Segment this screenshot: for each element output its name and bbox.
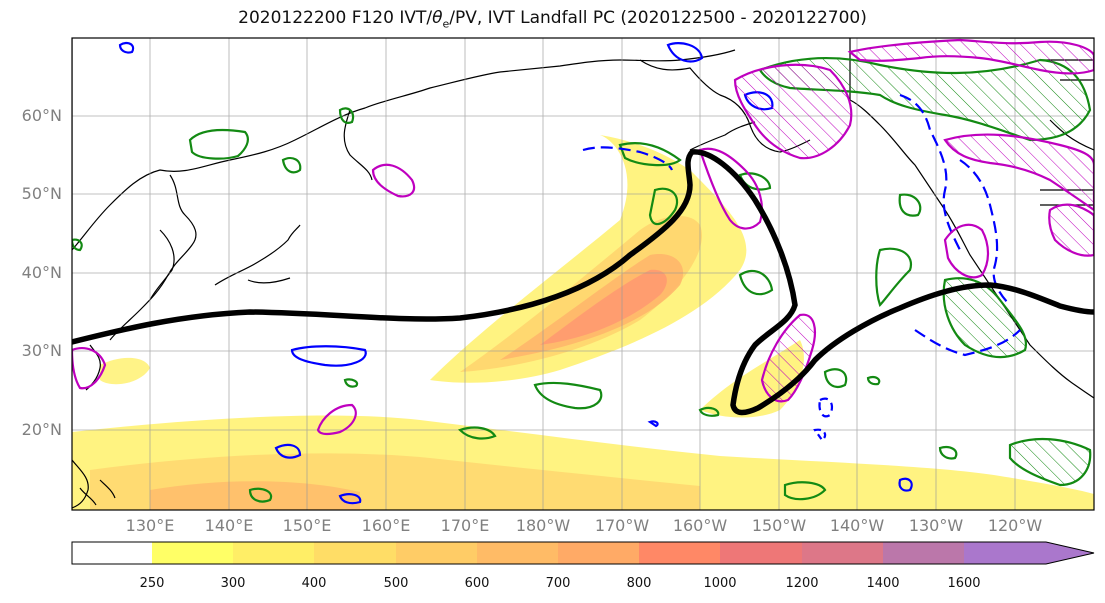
colorbar-segment bbox=[558, 542, 639, 564]
blue-contours bbox=[118, 41, 1021, 505]
colorbar-segment bbox=[639, 542, 720, 564]
colorbar-segment bbox=[964, 542, 1046, 564]
colorbar-tick-400: 400 bbox=[301, 576, 327, 591]
lon-label-130w: 130°W bbox=[908, 516, 964, 535]
lat-label-40n: 40°N bbox=[21, 263, 62, 282]
graticule bbox=[72, 38, 1094, 510]
lon-label-140w: 140°W bbox=[829, 516, 885, 535]
colorbar-segment bbox=[477, 542, 558, 564]
colorbar-tick-1400: 1400 bbox=[866, 576, 900, 591]
landfall-contour bbox=[72, 149, 1094, 416]
magenta-contours bbox=[72, 38, 1094, 436]
colorbar-tick-700: 700 bbox=[545, 576, 571, 591]
colorbar-segment bbox=[720, 542, 802, 564]
colorbar-segment-white bbox=[72, 542, 152, 564]
colorbar-tick-500: 500 bbox=[383, 576, 409, 591]
lon-label-160w: 160°W bbox=[672, 516, 728, 535]
colorbar-tick-600: 600 bbox=[464, 576, 490, 591]
lat-label-50n: 50°N bbox=[21, 184, 62, 203]
colorbar-segment bbox=[152, 542, 233, 564]
lat-label-30n: 30°N bbox=[21, 341, 62, 360]
colorbar-segment bbox=[802, 542, 883, 564]
lat-label-60n: 60°N bbox=[21, 106, 62, 125]
colorbar-outline bbox=[71, 541, 1095, 565]
colorbar-segment bbox=[396, 542, 477, 564]
colorbar-tick-300: 300 bbox=[220, 576, 246, 591]
lon-label-170e: 170°E bbox=[440, 516, 490, 535]
ivt-shading bbox=[72, 135, 1094, 510]
lon-label-160e: 160°E bbox=[361, 516, 411, 535]
colorbar-segment bbox=[883, 542, 964, 564]
lon-label-130e: 130°E bbox=[125, 516, 175, 535]
colorbar-tick-800: 800 bbox=[626, 576, 652, 591]
lon-label-140e: 140°E bbox=[204, 516, 254, 535]
colorbar-tick-250: 250 bbox=[139, 576, 165, 591]
map-contents bbox=[72, 38, 1094, 510]
colorbar-tick-1000: 1000 bbox=[703, 576, 737, 591]
lon-label-180w: 180°W bbox=[515, 516, 571, 535]
map-title: 2020122200 F120 IVT/θe/PV, IVT Landfall … bbox=[238, 8, 867, 31]
colorbar-tick-1600: 1600 bbox=[947, 576, 981, 591]
colorbar-segment bbox=[233, 542, 314, 564]
colorbar-segment bbox=[314, 542, 396, 564]
lon-label-150w: 150°W bbox=[751, 516, 807, 535]
colorbar-extend-arrow bbox=[1046, 542, 1094, 564]
lon-label-150e: 150°E bbox=[282, 516, 332, 535]
lat-label-20n: 20°N bbox=[21, 420, 62, 439]
lon-label-120w: 120°W bbox=[987, 516, 1043, 535]
lon-label-170w: 170°W bbox=[594, 516, 650, 535]
map-frame bbox=[71, 37, 1095, 511]
colorbar bbox=[71, 541, 1095, 565]
colorbar-tick-1200: 1200 bbox=[785, 576, 819, 591]
